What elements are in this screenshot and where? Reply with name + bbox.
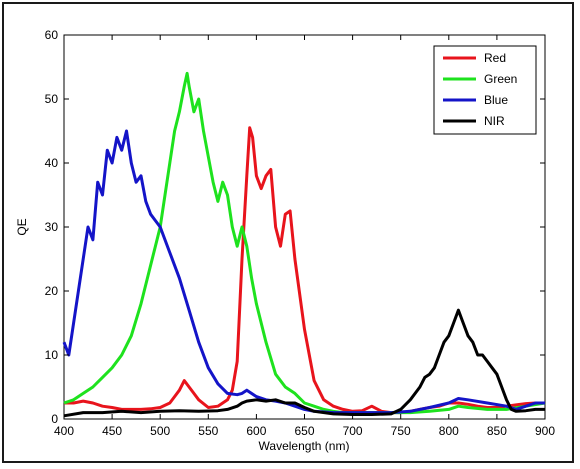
x-tick-label: 400 <box>54 424 74 438</box>
x-tick-label: 800 <box>439 424 459 438</box>
x-tick-label: 750 <box>391 424 411 438</box>
legend-box <box>433 45 537 135</box>
series-line-blue <box>62 129 545 415</box>
y-axis-label: QE <box>15 218 29 235</box>
legend: Red Green Blue NIR <box>433 45 537 135</box>
y-tick-label: 60 <box>45 28 59 42</box>
series-line-nir <box>63 308 545 418</box>
x-tick-label: 450 <box>102 424 122 438</box>
y-tick-label: 40 <box>45 156 59 170</box>
y-tick-label: 10 <box>45 348 59 362</box>
y-tick-label: 30 <box>45 220 59 234</box>
legend-label-green: Green <box>484 72 517 86</box>
chart-frame: 400 450 500 550 600 650 700 750 800 850 900 0 10 20 30… <box>2 2 574 463</box>
x-tick-label: 550 <box>198 424 218 438</box>
axis-layer: 400 450 500 550 600 650 700 750 800 850 900 0 10 20 30… <box>45 28 556 438</box>
x-tick-label: 600 <box>246 424 266 438</box>
x-axis-label: Wavelength (nm) <box>259 439 350 453</box>
qe-line-chart: 400 450 500 550 600 650 700 750 800 850 900 0 10 20 30… <box>15 28 556 453</box>
x-tick-label: 700 <box>343 424 363 438</box>
legend-label-blue: Blue <box>484 93 508 107</box>
legend-label-nir: NIR <box>484 114 505 128</box>
x-tick-label: 850 <box>487 424 507 438</box>
x-tick-label: 900 <box>535 424 555 438</box>
x-tick-label: 650 <box>294 424 314 438</box>
y-tick-label: 50 <box>45 92 59 106</box>
legend-label-red: Red <box>484 51 506 65</box>
y-tick-label: 20 <box>45 284 59 298</box>
x-tick-label: 500 <box>150 424 170 438</box>
y-tick-label: 0 <box>51 412 58 426</box>
series-layer <box>62 71 546 418</box>
